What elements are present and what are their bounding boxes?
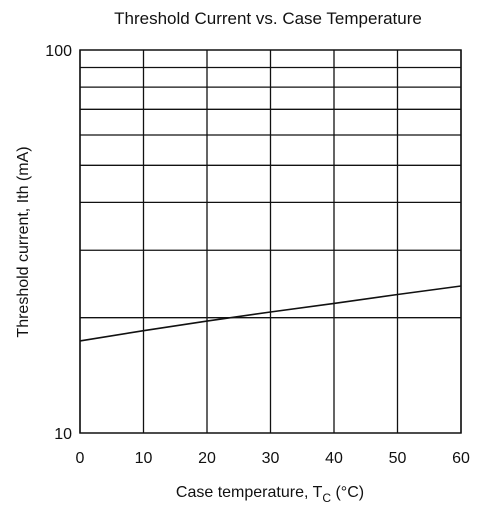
chart-title: Threshold Current vs. Case Temperature [114,9,422,28]
y-tick-label: 100 [45,43,72,60]
x-axis-label-main: Case temperature, T [176,484,323,501]
series-line [79,285,462,342]
x-tick-label: 0 [76,450,85,467]
x-axis-label: Case temperature, TC (°C) [176,484,364,505]
x-tick-label: 40 [325,450,343,467]
y-axis-label: Threshold current, Ith (mA) [15,146,32,337]
x-tick-label: 60 [452,450,470,467]
x-tick-labels: 0 10 20 30 40 50 60 [76,450,470,467]
grid [79,50,462,433]
x-tick-label: 10 [135,450,153,467]
x-tick-label: 30 [262,450,280,467]
series-layer [79,285,462,342]
y-tick-labels: 10 100 [45,43,72,443]
x-tick-label: 20 [198,450,216,467]
y-tick-label: 10 [54,426,72,443]
plot-frame [79,49,462,434]
x-axis-label-subscript: C [322,491,331,505]
x-tick-label: 50 [389,450,407,467]
x-axis-label-unit: (°C) [331,484,364,501]
